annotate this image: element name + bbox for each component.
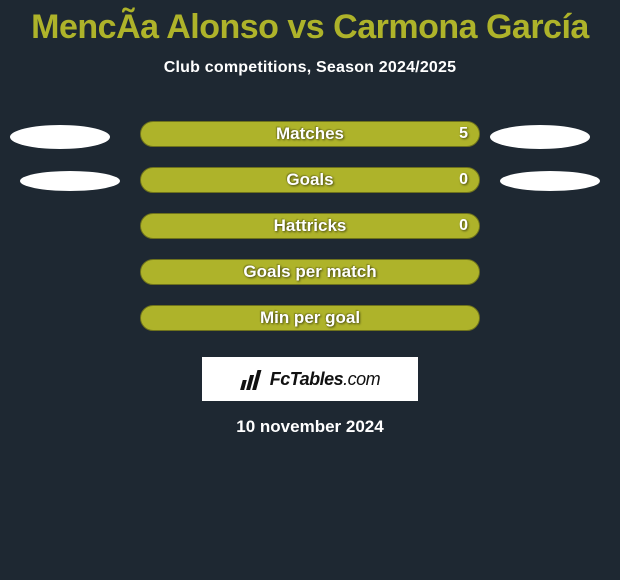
stat-bar: Matches5	[140, 121, 480, 147]
fctables-logo: FcTables.com	[202, 357, 418, 401]
stat-row: Goals per match	[0, 255, 620, 301]
stats-rows: Matches5Goals0Hattricks0Goals per matchM…	[0, 117, 620, 347]
page-subtitle: Club competitions, Season 2024/2025	[0, 59, 620, 77]
right-ellipse	[500, 171, 600, 191]
bar-label: Hattricks	[140, 213, 480, 239]
bars-icon	[240, 368, 266, 390]
stat-row: Matches5	[0, 117, 620, 163]
stat-row: Goals0	[0, 163, 620, 209]
logo-text: FcTables.com	[270, 369, 380, 390]
stat-bar: Hattricks0	[140, 213, 480, 239]
bar-label: Min per goal	[140, 305, 480, 331]
logo-brand: FcTables	[270, 369, 343, 389]
bar-label: Goals per match	[140, 259, 480, 285]
right-ellipse	[490, 125, 590, 149]
bar-value: 0	[459, 167, 468, 193]
left-ellipse	[10, 125, 110, 149]
stat-bar: Goals per match	[140, 259, 480, 285]
bar-label: Goals	[140, 167, 480, 193]
stat-row: Hattricks0	[0, 209, 620, 255]
stat-bar: Goals0	[140, 167, 480, 193]
logo-suffix: .com	[343, 369, 380, 389]
page-title: MencÃ­a Alonso vs Carmona García	[0, 0, 620, 47]
date-text: 10 november 2024	[0, 417, 620, 437]
stat-row: Min per goal	[0, 301, 620, 347]
bar-value: 0	[459, 213, 468, 239]
stat-bar: Min per goal	[140, 305, 480, 331]
bar-value: 5	[459, 121, 468, 147]
left-ellipse	[20, 171, 120, 191]
bar-label: Matches	[140, 121, 480, 147]
